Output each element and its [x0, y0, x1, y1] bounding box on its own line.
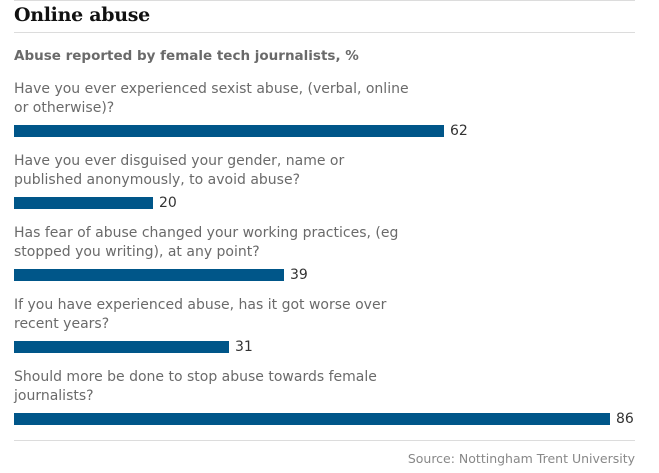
bar: [14, 197, 153, 209]
source-note: Source: Nottingham Trent University: [407, 451, 635, 466]
bar-row: If you have experienced abuse, has it go…: [14, 296, 635, 360]
question-label: If you have experienced abuse, has it go…: [14, 297, 387, 332]
bar-row: Should more be done to stop abuse toward…: [14, 368, 635, 432]
bar: [14, 413, 610, 425]
top-rule: [14, 0, 635, 1]
bar-value-label: 86: [616, 411, 634, 427]
question-label: Have you ever experienced sexist abuse, …: [14, 81, 409, 116]
bar-value-label: 62: [450, 123, 468, 139]
bar-row: Has fear of abuse changed your working p…: [14, 224, 635, 288]
question-label: Should more be done to stop abuse toward…: [14, 369, 377, 404]
bar-value-label: 31: [235, 339, 253, 355]
chart-title: Online abuse: [14, 4, 150, 26]
chart: Online abuse Abuse reported by female te…: [14, 0, 635, 473]
bar: [14, 125, 444, 137]
bar: [14, 341, 229, 353]
bar: [14, 269, 284, 281]
bottom-rule: [14, 440, 635, 441]
question-label: Has fear of abuse changed your working p…: [14, 225, 399, 260]
bar-value-label: 20: [159, 195, 177, 211]
question-label: Have you ever disguised your gender, nam…: [14, 153, 345, 188]
bar-row: Have you ever disguised your gender, nam…: [14, 152, 635, 216]
bar-row: Have you ever experienced sexist abuse, …: [14, 80, 635, 144]
title-divider: [14, 32, 635, 33]
bar-value-label: 39: [290, 267, 308, 283]
chart-subtitle: Abuse reported by female tech journalist…: [14, 48, 359, 64]
